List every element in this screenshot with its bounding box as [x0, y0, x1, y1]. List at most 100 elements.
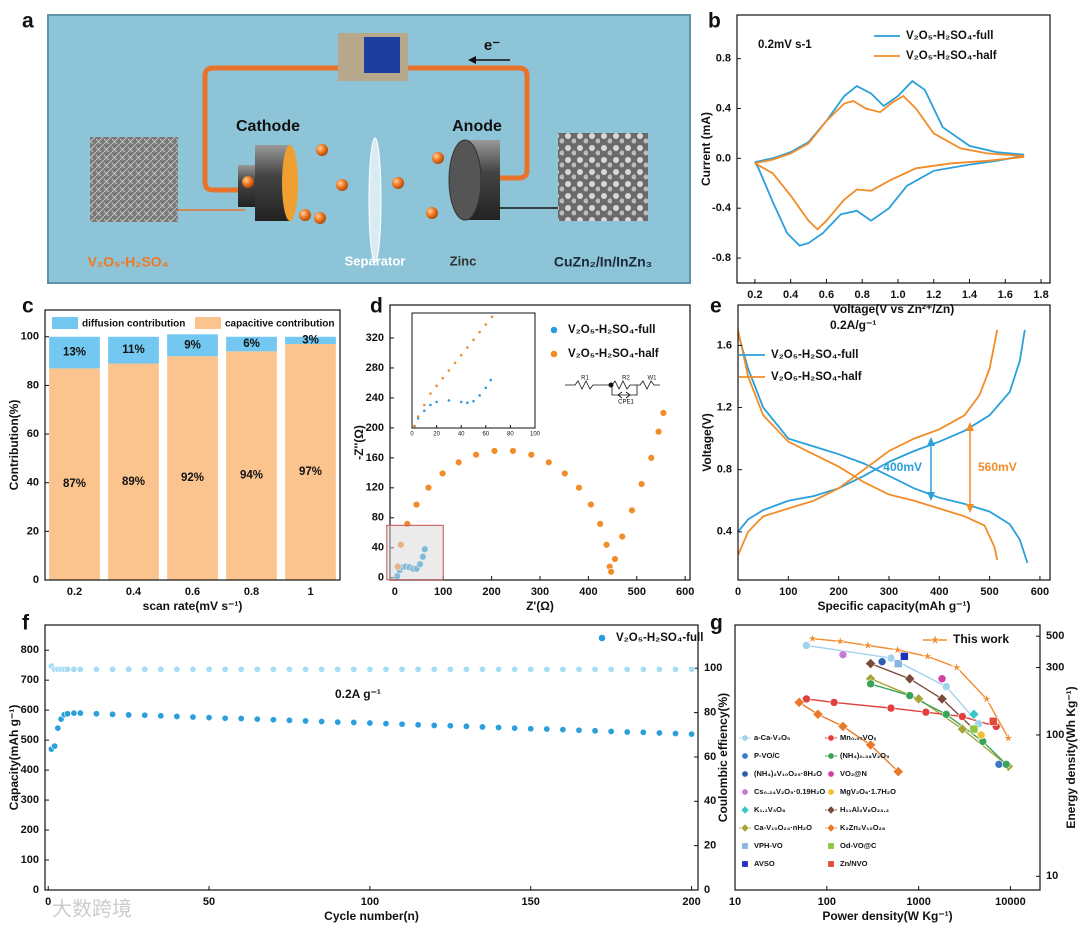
- inset-point: [472, 338, 475, 342]
- data-point: [575, 665, 583, 673]
- data-point: [478, 723, 486, 731]
- data-point: [334, 718, 342, 726]
- data-point: [511, 724, 519, 732]
- data-point: [92, 710, 100, 718]
- data-point: [628, 506, 636, 515]
- data-point: [125, 711, 133, 719]
- inset-point: [447, 369, 451, 372]
- data-point: [382, 720, 390, 728]
- inset-tick-label: 100: [530, 432, 541, 438]
- inset-point: [459, 353, 463, 357]
- data-point: [189, 665, 197, 673]
- legend-label: Od-VO@C: [840, 841, 877, 850]
- led-display: [364, 37, 400, 73]
- data-label: 92%: [181, 472, 204, 484]
- x-tick-label: 0.6: [819, 289, 834, 301]
- x-tick-label: 200: [482, 586, 500, 598]
- legend-label: K₁.₁V₃O₈: [754, 805, 786, 814]
- data-point: [462, 665, 470, 673]
- x-tick-label: 10000: [995, 896, 1026, 908]
- data-point: [741, 752, 749, 760]
- x-axis-title: scan rate(mV s⁻¹): [143, 599, 243, 613]
- data-point: [221, 714, 229, 722]
- x-tick-label: 1.4: [962, 289, 978, 301]
- data-point: [618, 532, 626, 541]
- y2-tick-label: 80: [704, 707, 716, 719]
- data-point: [221, 665, 229, 673]
- y-tick-label: 200: [366, 422, 384, 434]
- axes-frame: [737, 304, 1051, 581]
- data-line: [812, 638, 1010, 739]
- data-point: [740, 823, 750, 833]
- data-point: [302, 665, 310, 673]
- y2-axis-title: Coulombic effiency(%): [716, 693, 730, 822]
- data-point: [285, 665, 293, 673]
- x-tick-label: 100: [434, 586, 452, 598]
- y-tick-label: 280: [366, 362, 384, 374]
- data-point: [237, 665, 245, 673]
- ion: [299, 209, 311, 221]
- legend-label: Cs₀.₂₄V₂O₅·0.19H₂O: [754, 787, 825, 796]
- data-point: [587, 500, 595, 509]
- anode-face: [448, 139, 482, 221]
- data-point: [173, 712, 181, 720]
- anode-material: CuZn₂/In/InZn₃: [554, 254, 652, 270]
- data-point: [366, 719, 374, 727]
- legend-label: P-VO/C: [754, 751, 780, 760]
- data-point: [109, 665, 117, 673]
- y-tick-label: 0.4: [716, 102, 732, 114]
- data-point: [639, 665, 647, 673]
- data-point: [1001, 760, 1011, 769]
- inset-point: [447, 399, 451, 402]
- data-label: 11%: [122, 344, 144, 356]
- data-point: [472, 451, 480, 459]
- inset-point: [478, 330, 481, 334]
- x-tick-label: 0: [45, 896, 51, 908]
- data-line: [738, 329, 1029, 564]
- data-point: [141, 665, 149, 673]
- data-label: 97%: [299, 466, 322, 478]
- y2-tick-label: 60: [704, 751, 716, 763]
- panel-label: d: [370, 295, 383, 318]
- panel-label: f: [22, 612, 30, 635]
- x-tick-label: 300: [880, 586, 898, 598]
- data-point: [988, 716, 998, 726]
- data-point: [802, 694, 811, 704]
- zoom-region: [386, 524, 444, 581]
- cathode-sem-image: [90, 137, 178, 222]
- data-point: [205, 665, 213, 673]
- y-tick-label: 10: [1046, 870, 1058, 882]
- separator: [368, 137, 382, 263]
- watermark: 大数跨境: [52, 897, 132, 920]
- data-point: [527, 725, 535, 733]
- ion: [432, 152, 444, 164]
- data-point: [561, 469, 569, 478]
- legend-label: V₂O₅-H₂SO₄-full: [568, 324, 655, 336]
- data-point: [495, 665, 503, 673]
- data-point: [900, 652, 909, 661]
- y-tick-label: -0.8: [712, 252, 731, 264]
- y-tick-label: 40: [372, 542, 384, 554]
- x-tick-label: 1.2: [926, 289, 941, 301]
- bar-segment: [226, 351, 277, 580]
- data-point: [886, 653, 896, 663]
- data-point: [802, 641, 811, 650]
- legend-label: Ca-V₁₀O₂₄·nH₂O: [754, 823, 812, 832]
- data-point: [285, 716, 293, 724]
- inset-frame: [411, 312, 536, 429]
- inset-point: [484, 323, 488, 326]
- data-point: [671, 730, 679, 738]
- legend-label: Zn/NVO: [840, 859, 868, 868]
- data-point: [838, 650, 848, 659]
- data-line: [806, 698, 997, 728]
- data-point: [366, 665, 374, 673]
- data-point: [688, 665, 696, 673]
- panel-label: a: [22, 10, 34, 33]
- data-point: [575, 726, 583, 734]
- data-point: [958, 712, 967, 721]
- x-axis-title: Z'(Ω): [526, 599, 554, 613]
- data-point: [70, 665, 78, 673]
- bar-segment: [167, 356, 218, 580]
- inset-point: [478, 394, 481, 397]
- panel-label: e: [710, 295, 722, 318]
